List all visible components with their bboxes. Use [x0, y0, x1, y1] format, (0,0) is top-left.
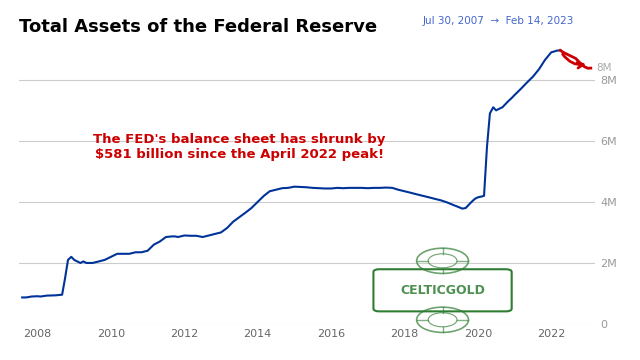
Text: Total Assets of the Federal Reserve: Total Assets of the Federal Reserve [19, 18, 378, 36]
Text: Jul 30, 2007  →  Feb 14, 2023: Jul 30, 2007 → Feb 14, 2023 [422, 16, 574, 26]
Text: 8M: 8M [596, 63, 611, 73]
Text: The FED's balance sheet has shrunk by
$581 billion since the April 2022 peak!: The FED's balance sheet has shrunk by $5… [93, 133, 385, 161]
Text: CELTICGOLD: CELTICGOLD [400, 284, 485, 297]
